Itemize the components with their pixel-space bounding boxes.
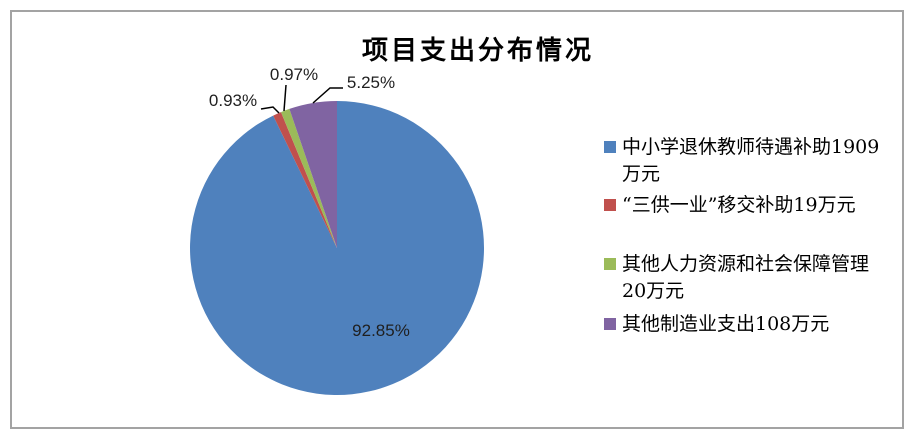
legend-item-purple: 其他制造业支出108万元	[604, 311, 880, 338]
pie-slice-1	[273, 112, 337, 248]
data-label-green-slice: 0.97%	[269, 65, 319, 84]
data-label-purple-slice: 5.25%	[346, 73, 396, 92]
legend-label-red: “三供一业”移交补助19万元	[622, 194, 856, 216]
legend-swatch-red	[604, 199, 616, 211]
leader-line-red-slice	[260, 106, 280, 114]
data-label-blue-slice: 92.85%	[352, 321, 410, 340]
data-label-red-slice: 0.93%	[208, 91, 258, 110]
pie-slice-0	[190, 101, 485, 395]
legend-swatch-green	[604, 258, 616, 270]
chart-legend: 中小学退休教师待遇补助1909万元 “三供一业”移交补助19万元 其他人力资源和…	[604, 0, 900, 448]
pie-slices-group	[190, 101, 485, 395]
legend-swatch-purple	[604, 318, 616, 330]
legend-item-green: 其他人力资源和社会保障管理20万元	[604, 251, 880, 305]
leader-line-purple-slice	[312, 87, 343, 104]
leader-line-green-slice	[283, 84, 287, 112]
legend-swatch-blue	[604, 141, 616, 153]
legend-label-purple: 其他制造业支出108万元	[622, 313, 830, 335]
pie-slice-3	[289, 101, 337, 248]
pie-slice-2	[281, 108, 337, 249]
legend-label-blue: 中小学退休教师待遇补助1909万元	[622, 136, 880, 185]
legend-item-blue: 中小学退休教师待遇补助1909万元	[604, 134, 880, 188]
legend-item-red: “三供一业”移交补助19万元	[604, 192, 880, 219]
legend-label-green: 其他人力资源和社会保障管理20万元	[622, 253, 870, 302]
chart-title: 项目支出分布情况	[361, 36, 595, 66]
